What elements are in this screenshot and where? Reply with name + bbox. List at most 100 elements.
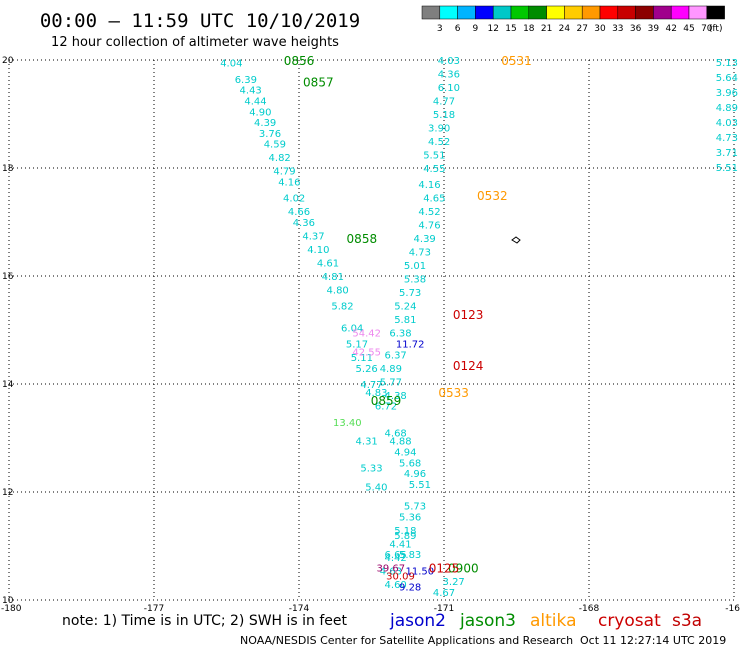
right-edge-value: 3.96 bbox=[716, 88, 738, 99]
colorbar-label: 6 bbox=[455, 24, 461, 34]
colorbar-label: 9 bbox=[473, 24, 479, 34]
wave-height-label: 6.39 bbox=[235, 75, 257, 86]
wave-height-label: 6.65 bbox=[385, 550, 407, 561]
wave-height-label: 4.04 bbox=[220, 59, 242, 70]
wave-height-label: 4.67 bbox=[433, 588, 455, 599]
wave-height-label: 4.38 bbox=[385, 391, 407, 402]
y-tick-label: 10 bbox=[2, 596, 14, 606]
wave-height-label: 5.24 bbox=[394, 302, 416, 313]
wave-height-label: 4.66 bbox=[288, 207, 310, 218]
wave-height-label: 5.51 bbox=[409, 480, 431, 491]
colorbar-swatch bbox=[528, 5, 547, 20]
wave-height-label: 4.43 bbox=[240, 86, 262, 97]
wave-height-label: 6.38 bbox=[389, 329, 411, 340]
colorbar-swatch bbox=[635, 5, 654, 20]
wave-height-label: 11.72 bbox=[396, 340, 425, 351]
colorbar-swatch bbox=[510, 5, 530, 20]
wave-height-label: 5.73 bbox=[399, 288, 421, 299]
wave-height-label: 4.55 bbox=[423, 164, 445, 175]
colorbar-swatch bbox=[581, 5, 601, 20]
wave-height-label: 4.44 bbox=[244, 97, 266, 108]
wave-height-label: 4.37 bbox=[302, 232, 324, 243]
wave-height-label: 6.37 bbox=[385, 350, 407, 361]
wave-height-label: 5.36 bbox=[399, 512, 421, 523]
wave-height-label: 4.89 bbox=[380, 364, 402, 375]
wave-height-label: 5.11 bbox=[351, 353, 373, 364]
colorbar-swatch bbox=[670, 5, 690, 20]
right-edge-values: 5.13 5.64 3.96 4.89 4.03 4.73 3.71 5.51 bbox=[716, 58, 738, 174]
x-tick-label: -168 bbox=[579, 604, 600, 614]
colorbar-swatch bbox=[617, 5, 636, 20]
wave-height-label: 5.01 bbox=[404, 261, 426, 272]
pass-time-label: 0900 bbox=[448, 562, 479, 576]
wave-height-label: 4.81 bbox=[322, 272, 344, 283]
y-tick-label: 16 bbox=[2, 272, 14, 282]
wave-height-label: 4.65 bbox=[423, 194, 445, 205]
wave-height-label: 5.89 bbox=[394, 531, 416, 542]
plot-frame bbox=[8, 59, 735, 601]
wave-height-label: 4.68 bbox=[385, 429, 407, 440]
x-tick-label: -174 bbox=[289, 604, 310, 614]
wave-height-label: 5.77 bbox=[380, 377, 402, 388]
pass-time-label: 0858 bbox=[347, 232, 378, 246]
colorbar-swatch bbox=[706, 5, 725, 20]
colorbar-label: (ft) bbox=[709, 24, 723, 34]
colorbar-swatch bbox=[439, 5, 458, 20]
colorbar-label: 33 bbox=[612, 24, 623, 34]
y-tick-label: 14 bbox=[2, 380, 14, 390]
wave-height-label: 5.38 bbox=[404, 275, 426, 286]
colorbar-label: 42 bbox=[665, 24, 676, 34]
colorbar-label: 21 bbox=[541, 24, 552, 34]
x-tick-label: -180 bbox=[1, 604, 22, 614]
wave-height-label: 5.18 bbox=[394, 526, 416, 537]
wave-height-label: 4.82 bbox=[269, 153, 291, 164]
wave-height-label: 39.67 bbox=[377, 564, 406, 575]
pass-time-label: 0124 bbox=[453, 359, 484, 373]
pass-time-label: 0123 bbox=[453, 308, 484, 322]
colorbar-swatch bbox=[421, 5, 441, 20]
small-island-icon bbox=[511, 236, 521, 244]
right-edge-value: 3.71 bbox=[716, 148, 738, 159]
wave-height-label: 6.10 bbox=[438, 83, 460, 94]
x-tick-label: -177 bbox=[144, 604, 164, 614]
colorbar-swatch bbox=[688, 5, 708, 20]
x-tick-label: -16 bbox=[725, 604, 740, 614]
chart-title: 00:00 – 11:59 UTC 10/10/2019 bbox=[40, 10, 360, 32]
satellite-legend-cryosat: cryosat bbox=[598, 611, 661, 631]
wave-height-label: 4.59 bbox=[264, 140, 286, 151]
colorbar-label: 36 bbox=[630, 24, 642, 34]
footer-timestamp: Oct 11 12:27:14 UTC 2019 bbox=[580, 634, 726, 647]
wave-height-label: 30.09 bbox=[386, 572, 415, 583]
pass-time-label: 0531 bbox=[501, 54, 532, 68]
wave-height-label: 4.83 bbox=[365, 388, 387, 399]
colorbar-label: 27 bbox=[576, 24, 587, 34]
colorbar-label: 30 bbox=[594, 24, 606, 34]
pass-time-label: 0856 bbox=[284, 54, 315, 68]
plot-area: -180 -177 -174 -171 -168 -16 10 12 14 16 18 20 4.0… bbox=[1, 54, 740, 614]
pass-time-label: 0857 bbox=[303, 76, 334, 90]
colorbar-label: 45 bbox=[683, 24, 694, 34]
y-tick-label: 12 bbox=[2, 488, 13, 498]
wave-height-label: 5.17 bbox=[346, 340, 368, 351]
wave-height-label: 4.03 bbox=[438, 56, 460, 67]
right-edge-value: 5.13 bbox=[716, 58, 738, 69]
wave-height-label: 4.63 bbox=[380, 566, 402, 577]
y-tick-label: 20 bbox=[2, 56, 14, 66]
wave-height-label: 4.94 bbox=[394, 448, 416, 459]
wave-height-label: 4.10 bbox=[307, 245, 329, 256]
footer-note: note: 1) Time is in UTC; 2) SWH is in fe… bbox=[62, 613, 348, 629]
wave-height-label: 4.42 bbox=[385, 553, 407, 564]
footer-credit: NOAA/NESDIS Center for Satellite Applica… bbox=[240, 634, 573, 647]
colorbar-swatch bbox=[564, 5, 583, 20]
colorbar-swatch bbox=[492, 5, 512, 20]
wave-height-label: 5.40 bbox=[365, 483, 387, 494]
wave-height-label: 3.27 bbox=[443, 577, 465, 588]
right-edge-value: 5.51 bbox=[716, 163, 738, 174]
colorbar-label: 3 bbox=[437, 24, 443, 34]
wave-height-label: 4.39 bbox=[254, 118, 276, 129]
colorbar-label: 18 bbox=[523, 24, 535, 34]
wave-height-label: 3.76 bbox=[259, 129, 281, 140]
x-axis-ticks: -180 -177 -174 -171 -168 -16 bbox=[1, 604, 740, 614]
right-edge-value: 4.89 bbox=[716, 103, 738, 114]
satellite-legend-jason3: jason3 bbox=[459, 611, 516, 631]
